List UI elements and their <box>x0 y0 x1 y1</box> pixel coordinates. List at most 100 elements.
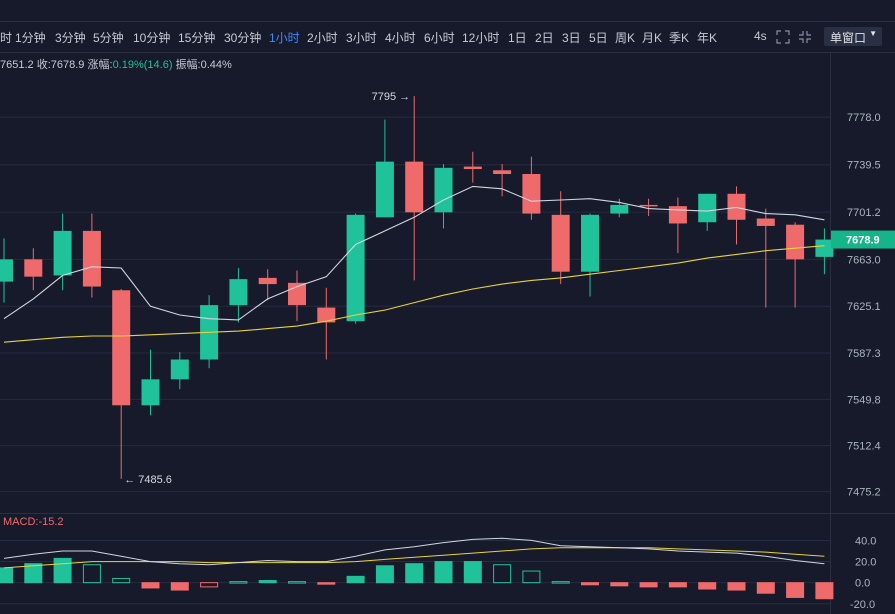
macd-histogram-bar <box>200 582 219 588</box>
timeframe-9[interactable]: 2小时 <box>307 31 338 45</box>
timeframe-18[interactable]: 周K <box>615 31 636 45</box>
change-label: 涨幅: <box>87 59 113 71</box>
macd-dea-line <box>3 547 825 569</box>
interval-tag[interactable]: 4s <box>754 29 767 43</box>
macd-histogram-bar <box>288 581 306 584</box>
timeframe-7[interactable]: 30分钟 <box>224 31 262 45</box>
candle-body <box>522 174 541 214</box>
timeframe-16[interactable]: 3日 <box>562 31 581 45</box>
macd-histogram-bar <box>639 582 658 588</box>
price-tick-label: 7739.5 <box>847 160 881 172</box>
candle-body <box>815 239 834 257</box>
macd-tick-label: 20.0 <box>855 557 876 569</box>
candle-body <box>727 193 746 220</box>
macd-histogram-bar <box>551 581 570 584</box>
macd-histogram-bar <box>24 563 43 584</box>
timeframe-21[interactable]: 年K <box>697 31 718 45</box>
macd-histogram-bar <box>493 564 512 584</box>
timeframe-6[interactable]: 15分钟 <box>178 31 216 45</box>
macd-histogram-bar <box>375 565 394 584</box>
timeframe-20[interactable]: 季K <box>669 31 690 45</box>
timeframe-8[interactable]: 1小时 <box>269 31 300 45</box>
candle-body <box>82 230 101 287</box>
price-tick-label: 7475.2 <box>847 487 881 499</box>
candle-body <box>493 170 512 174</box>
macd-tick-label: -20.0 <box>850 599 875 611</box>
open-value: 7651.2 <box>0 59 34 71</box>
candle-body <box>698 193 717 223</box>
price-tick-label: 7701.2 <box>847 207 881 219</box>
candle-body <box>639 204 658 207</box>
macd-dif-line <box>3 537 825 566</box>
macd-tick-label: 40.0 <box>855 535 876 547</box>
macd-histogram-bar <box>346 575 365 584</box>
chevron-down-icon: ▼ <box>869 29 877 38</box>
ohlc-info-bar: 7651.2 收:7678.9 涨幅:0.19%(14.6) 振幅:0.44% <box>0 56 232 71</box>
macd-tick-label: 0.0 <box>855 578 870 590</box>
macd-histogram-bar <box>786 582 805 598</box>
macd-histogram-bar <box>522 570 541 584</box>
macd-histogram-bar <box>405 563 424 584</box>
timeframe-2[interactable]: 1分钟 <box>15 31 46 45</box>
macd-histogram-bar <box>610 582 629 587</box>
candle-body <box>229 279 248 306</box>
timeframe-1[interactable]: 时 <box>0 31 13 45</box>
candle-body <box>668 206 687 224</box>
macd-histogram-bar <box>756 582 775 594</box>
top-bar <box>0 0 895 22</box>
price-tick-label: 7587.3 <box>847 348 881 360</box>
candle-body <box>786 224 805 260</box>
timeframe-3[interactable]: 3分钟 <box>55 31 86 45</box>
macd-histogram-bar <box>229 581 248 584</box>
window-mode-label: 单窗口 <box>830 31 867 45</box>
price-tick-label: 7663.0 <box>847 254 881 266</box>
timeframe-13[interactable]: 12小时 <box>462 31 500 45</box>
macd-histogram-bar <box>463 561 482 584</box>
high-annotation: 7795 → <box>372 91 411 103</box>
candle-body <box>405 161 424 213</box>
timeframe-14[interactable]: 1日 <box>508 31 527 45</box>
macd-histogram-bar <box>0 567 13 584</box>
candle-body <box>756 218 775 226</box>
low-annotation: ← 7485.6 <box>124 474 172 486</box>
candle-body <box>53 230 72 276</box>
amplitude-label: 振幅: <box>175 59 201 71</box>
candle-body <box>0 259 13 282</box>
timeframe-17[interactable]: 5日 <box>589 31 608 45</box>
candle-body <box>581 214 599 272</box>
timeframe-11[interactable]: 4小时 <box>385 31 416 45</box>
timeframe-15[interactable]: 2日 <box>535 31 554 45</box>
candle-body <box>258 277 277 285</box>
compress-icon[interactable] <box>798 30 812 44</box>
candle-body <box>112 290 131 406</box>
candle-body <box>434 167 453 213</box>
macd-label: MACD:-15.2 <box>3 516 64 528</box>
expand-icon[interactable] <box>776 30 790 44</box>
timeframe-12[interactable]: 6小时 <box>424 31 455 45</box>
timeframe-10[interactable]: 3小时 <box>346 31 377 45</box>
candle-body <box>463 166 482 170</box>
candle-body <box>346 214 365 322</box>
timeframe-5[interactable]: 10分钟 <box>133 31 171 45</box>
price-tick-label: 7549.8 <box>847 394 881 406</box>
macd-histogram-bar <box>727 582 746 591</box>
macd-histogram-bar <box>815 582 834 600</box>
timeframe-4[interactable]: 5分钟 <box>93 31 124 45</box>
price-tick-label: 7778.0 <box>847 112 881 124</box>
last-price-label: 7678.9 <box>846 235 880 247</box>
last-price-tag <box>831 230 895 249</box>
candle-body <box>551 214 570 272</box>
candle-body <box>141 379 160 406</box>
change-value: 0.19%(14.6) <box>112 59 173 71</box>
timeframe-19[interactable]: 月K <box>642 31 663 45</box>
timeframe-toolbar: 时 1分钟 3分钟 5分钟 10分钟 15分钟 30分钟 1小时 2小时 3小时 4小时 6小时 12小… <box>0 22 895 53</box>
price-tick-label: 7512.4 <box>847 441 881 453</box>
macd-histogram-bar <box>434 561 453 584</box>
macd-histogram-bar <box>170 582 189 591</box>
candle-body <box>375 161 394 218</box>
window-mode-select[interactable]: 单窗口 ▼ <box>824 27 882 46</box>
macd-histogram-bar <box>112 577 131 584</box>
close-label: 收: <box>36 59 51 71</box>
macd-histogram-bar <box>698 582 717 590</box>
